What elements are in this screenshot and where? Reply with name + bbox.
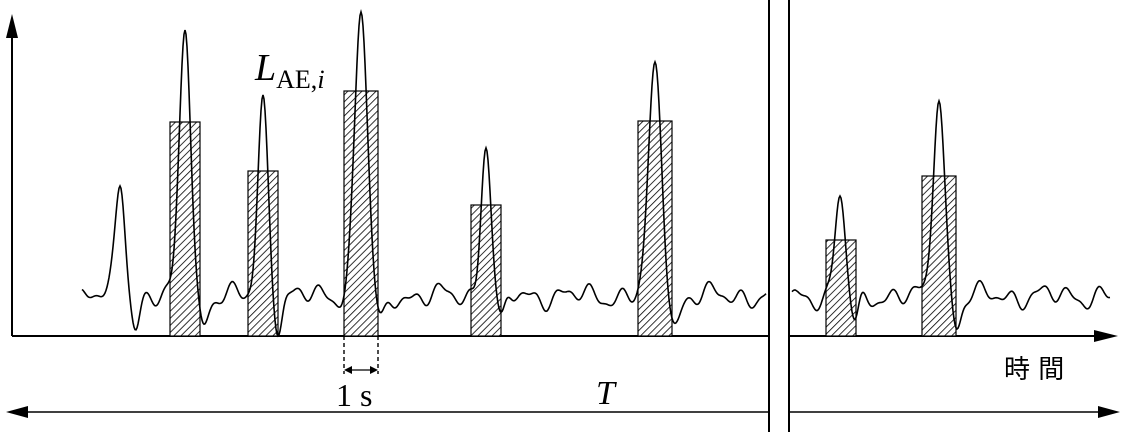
period-label: T bbox=[596, 375, 617, 412]
event-bar-6 bbox=[825, 239, 857, 337]
axis-break bbox=[768, 0, 790, 432]
period-arrow bbox=[6, 396, 1120, 432]
event-bar-7 bbox=[921, 175, 957, 337]
event-bar-5 bbox=[637, 120, 673, 337]
sound-level-waveform-right bbox=[791, 98, 1111, 331]
level-label: LAE,i bbox=[254, 47, 325, 94]
time-axis-arrowhead bbox=[1094, 330, 1118, 342]
time-axis-label: 時 間 bbox=[1004, 355, 1064, 385]
one-second-marker bbox=[343, 336, 379, 374]
event-bar-2 bbox=[247, 170, 279, 337]
y-axis bbox=[6, 14, 18, 336]
event-bar-4 bbox=[470, 204, 502, 337]
sound-level-waveform-left bbox=[81, 9, 767, 338]
duration-label: 1 s bbox=[336, 377, 372, 413]
event-bars bbox=[169, 90, 957, 337]
event-bar-3 bbox=[343, 90, 379, 337]
y-axis-arrowhead bbox=[6, 14, 18, 38]
